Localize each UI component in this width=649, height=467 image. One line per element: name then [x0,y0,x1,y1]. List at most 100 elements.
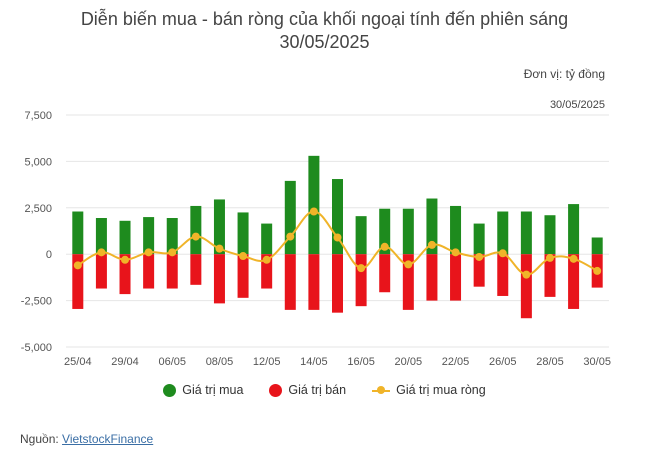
bar-sell [568,254,580,309]
bar-sell [261,254,273,289]
bar-buy [119,220,131,255]
chart-title-line1: Diễn biến mua - bán ròng của khối ngoại … [80,9,569,29]
bar-buy [450,205,462,255]
bar-buy [308,155,320,255]
x-tick-label: 29/04 [111,356,139,368]
x-tick-label: 30/05 [583,356,611,368]
bar-sell [72,254,84,309]
y-tick-label: -5,000 [21,342,52,354]
net-point [262,255,271,264]
bar-buy [520,211,532,255]
x-tick-label: 16/05 [347,356,375,368]
legend-net-label: Giá trị mua ròng [396,383,486,397]
net-point [239,252,248,261]
chart-title-line2: 30/05/2025 [279,32,370,52]
bar-sell [355,254,367,307]
y-tick-label: 7,500 [24,110,52,122]
net-point [427,240,436,249]
bar-buy [426,198,438,255]
legend-net-marker [372,384,391,397]
bar-sell [95,254,107,289]
net-point [144,248,153,257]
source-prefix: Nguồn: [20,432,63,446]
bar-buy [261,223,273,255]
bar-sell [143,254,155,289]
x-tick-label: 25/04 [64,356,92,368]
bar-buy [213,199,225,255]
bar-sell [402,254,414,310]
legend-buy-marker [163,383,177,397]
bar-buy [544,215,556,255]
y-tick-label: 0 [46,249,52,261]
bar-buy [284,180,296,255]
net-point [357,264,366,273]
net-point [191,232,200,241]
net-point [475,252,484,261]
net-point [215,244,224,253]
legend-sell-label: Giá trị bán [288,383,347,397]
net-point [97,248,106,257]
date-label: 30/05/2025 [549,99,605,111]
net-point [451,248,460,257]
net-point [309,207,318,216]
x-tick-label: 08/05 [206,356,234,368]
net-point [333,233,342,242]
bar-sell [190,254,202,285]
bar-sell [450,254,462,301]
bar-sell [119,254,131,295]
net-point [380,242,389,251]
bar-sell [284,254,296,310]
x-tick-label: 28/05 [536,356,564,368]
bar-sell [237,254,249,298]
bar-buy [379,208,391,255]
net-point [569,254,578,263]
bar-buy [166,218,178,255]
x-tick-label: 14/05 [300,356,328,368]
bar-buy [143,217,155,255]
legend-buy-label: Giá trị mua [182,383,244,397]
legend-sell-marker [269,383,283,397]
x-tick-label: 12/05 [253,356,281,368]
source-link[interactable]: VietstockFinance [62,432,154,446]
bar-sell [426,254,438,301]
bar-sell [166,254,178,289]
bar-buy [237,212,249,255]
bar-buy [355,216,367,255]
bar-buy [402,208,414,255]
legend-item-sell[interactable]: Giá trị bán [269,383,346,397]
legend-item-net[interactable]: Giá trị mua ròng [372,383,486,397]
legend: Giá trị mua Giá trị bán Giá trị mua ròng [0,383,649,397]
net-point [498,249,507,258]
net-point [73,261,82,270]
bar-buy [332,179,343,255]
bar-sell [520,254,532,319]
bar-sell [497,254,509,296]
y-tick-label: 5,000 [24,156,52,168]
bar-buy [568,204,580,255]
bar-buy [190,205,202,255]
bar-buy [72,211,84,255]
net-point [168,248,177,257]
chart-title: Diễn biến mua - bán ròng của khối ngoại … [0,8,649,54]
unit-label: Đơn vị: tỷ đồng [523,67,605,81]
bar-buy [95,218,107,255]
y-tick-label: 2,500 [24,203,52,215]
y-tick-label: -2,500 [21,296,52,308]
net-point [404,260,413,269]
x-tick-label: 20/05 [395,356,423,368]
bar-sell [473,254,485,287]
net-point [593,266,602,275]
x-tick-label: 26/05 [489,356,517,368]
bar-sell [213,254,225,304]
bar-sell [308,254,320,310]
bar-buy [473,223,485,255]
net-point [121,255,130,264]
bar-buy [591,237,603,255]
bar-sell [332,254,343,313]
bar-sell [379,254,391,293]
x-tick-label: 06/05 [158,356,186,368]
legend-item-buy[interactable]: Giá trị mua [163,383,243,397]
net-point [545,253,554,262]
bar-buy [497,211,509,255]
